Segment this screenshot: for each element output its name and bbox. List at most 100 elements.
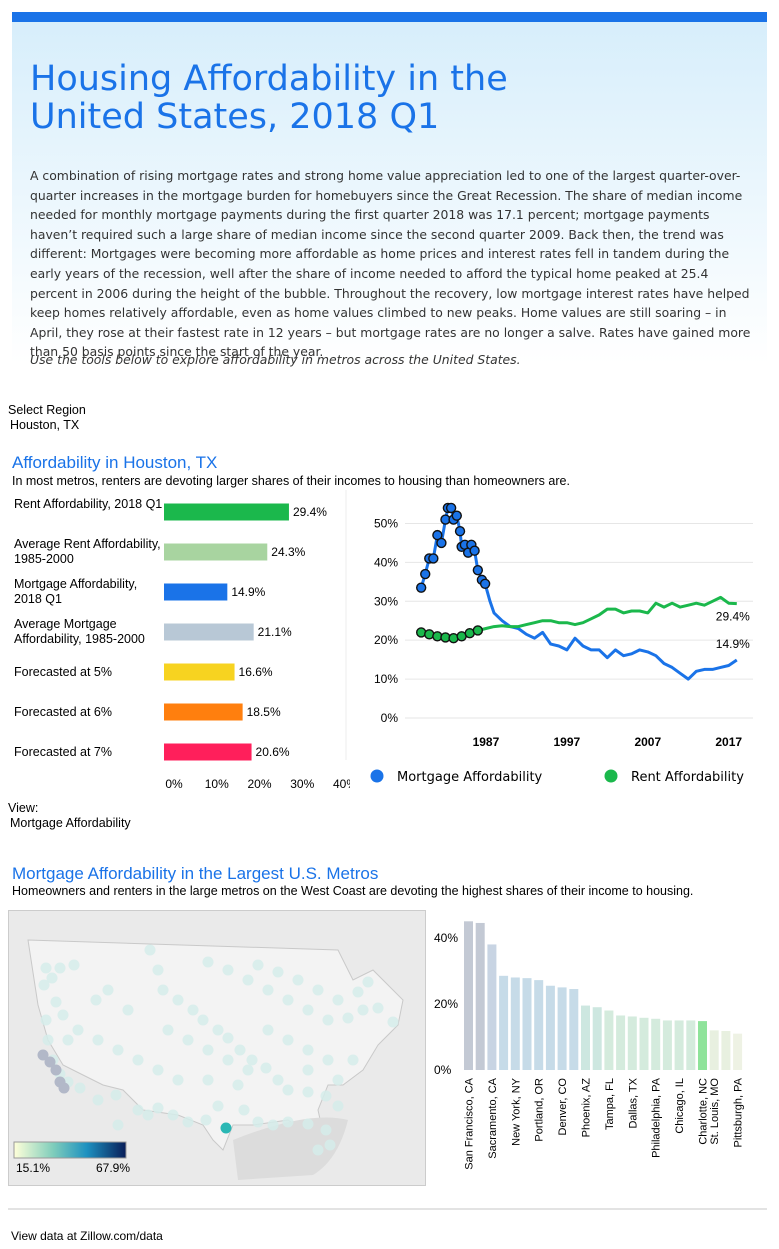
region-select-value[interactable]: Houston, TX — [10, 418, 80, 432]
x-tick-label: San Francisco, CA — [464, 1077, 476, 1169]
metro-bubble — [54, 962, 66, 974]
bar-value-label: 21.1% — [258, 625, 292, 639]
metro-bubble — [112, 1119, 124, 1131]
metro-bubble — [282, 1084, 294, 1096]
bar — [164, 623, 254, 641]
metro-bubble — [282, 1034, 294, 1046]
metro-bubble — [57, 1009, 69, 1021]
metro-bar — [557, 987, 567, 1070]
region-select-label: Select Region — [8, 403, 86, 417]
metro-bubble — [262, 1024, 274, 1036]
section-title-affordability: Affordability in Houston, TX — [12, 453, 218, 472]
legend-marker — [370, 769, 384, 783]
metro-bubble — [172, 994, 184, 1006]
metro-bar — [487, 944, 497, 1070]
metro-bubble — [157, 984, 169, 996]
metro-bubble — [362, 976, 374, 988]
x-tick-label: 20% — [247, 777, 271, 791]
legend-label: Mortgage Affordability — [397, 770, 543, 785]
metro-bubble — [324, 1139, 336, 1151]
color-scale-legend — [13, 1141, 127, 1159]
metro-bubble — [112, 1044, 124, 1056]
bar-value-label: 20.6% — [256, 745, 290, 759]
footer-link[interactable]: View data at Zillow.com/data — [11, 1229, 163, 1243]
x-tick-label: Denver, CO — [557, 1078, 569, 1136]
series-end-label: 14.9% — [716, 637, 750, 651]
data-point — [472, 625, 484, 636]
affordability-line-chart: 0% 10% 20% 30% 40% 50% 1987 1997 2007 2017 14.9% 29… — [370, 502, 753, 785]
x-tick-label: Pittsburgh, PA — [733, 1077, 745, 1147]
metro-bubble — [262, 984, 274, 996]
metro-bubble — [197, 1014, 209, 1026]
metro-bar — [569, 989, 579, 1070]
x-tick-label: St. Louis, MO — [709, 1078, 721, 1145]
x-tick-label: 0% — [165, 777, 183, 791]
metro-bubble — [302, 1004, 314, 1016]
metro-bar — [464, 921, 473, 1070]
metro-bubble — [347, 1054, 359, 1066]
metro-bubble — [312, 1144, 324, 1156]
y-tick-label: 30% — [374, 594, 398, 608]
gulf-of-mexico — [233, 1117, 348, 1180]
x-tick-label: Philadelphia, PA — [651, 1077, 663, 1158]
metro-bar — [639, 1017, 649, 1070]
metro-bar — [592, 1007, 602, 1070]
series-end-label: 29.4% — [716, 610, 750, 624]
metro-bubble — [144, 944, 156, 956]
bar-value-label: 16.6% — [239, 665, 273, 679]
metro-bubble-selected — [220, 1122, 232, 1134]
metro-bubble — [302, 1064, 314, 1076]
metro-bubble — [342, 1012, 354, 1024]
metro-bubble — [38, 979, 50, 991]
metro-bar — [534, 980, 544, 1070]
metro-bubble — [322, 1014, 334, 1026]
data-point — [432, 529, 443, 541]
metro-bubble — [267, 1119, 279, 1131]
x-tick-label: Portland, OR — [534, 1078, 546, 1142]
metro-bar — [686, 1020, 696, 1070]
metro-bubble — [332, 1100, 344, 1112]
y-tick-label: 0% — [434, 1063, 452, 1077]
metro-bubble — [212, 1100, 224, 1112]
x-tick-label: 1987 — [473, 735, 500, 749]
metro-bubble — [187, 1004, 199, 1016]
metro-bubble — [152, 1064, 164, 1076]
data-point — [454, 526, 466, 537]
metro-bubble — [260, 1062, 272, 1074]
x-tick-label: 40% — [333, 777, 350, 791]
page-title: Housing Affordability in the United Stat… — [30, 59, 508, 137]
x-tick-label: Tampa, FL — [604, 1078, 616, 1130]
y-tick-label: 10% — [374, 672, 398, 686]
metro-bubble-high — [37, 1049, 49, 1061]
metro-bar — [698, 1021, 707, 1070]
metro-bubble — [272, 1074, 284, 1086]
legend-max-label: 67.9% — [96, 1161, 130, 1175]
data-point — [479, 578, 491, 589]
intro-paragraph: A combination of rising mortgage rates a… — [30, 168, 751, 360]
metro-bubble — [212, 1024, 224, 1036]
metro-bubble — [152, 964, 164, 976]
hero-banner — [12, 22, 767, 382]
metro-bubble — [62, 1034, 74, 1046]
bar — [164, 583, 228, 601]
metro-bubble — [50, 996, 62, 1008]
affordability-bar-chart: 29.4% 24.3% 14.9% 21.1% 16.6% 18.5% 20.6% 0% 10%… — [164, 490, 350, 791]
metro-bubble — [110, 1089, 122, 1101]
bar-category-label: Forecasted at 6% — [14, 704, 112, 719]
view-select-value[interactable]: Mortgage Affordability — [10, 816, 131, 830]
view-select-label: View: — [8, 801, 39, 815]
metro-bubble — [40, 962, 52, 974]
bar — [164, 703, 243, 721]
metro-bar — [475, 922, 485, 1070]
metro-bubble — [357, 1004, 369, 1016]
bar-value-label: 29.4% — [293, 505, 327, 519]
metro-bubble — [182, 1116, 194, 1128]
metro-bubble — [282, 994, 294, 1006]
metro-bubble — [232, 1079, 244, 1091]
metro-bubble — [302, 1086, 314, 1098]
data-point — [436, 537, 447, 549]
metro-bubble — [320, 1124, 332, 1136]
x-tick-label: Phoenix, AZ — [581, 1078, 593, 1138]
x-tick-label: 2007 — [634, 735, 661, 749]
metro-bubble-high — [50, 1064, 62, 1076]
